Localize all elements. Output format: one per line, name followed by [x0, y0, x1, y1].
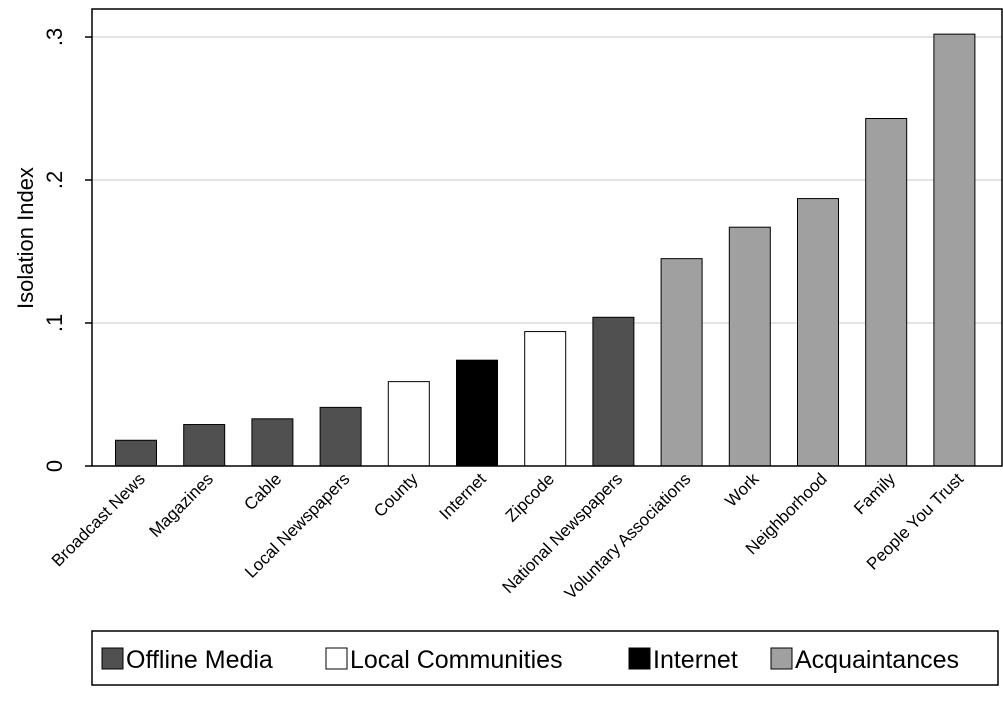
- plot-frame: [91, 8, 1003, 467]
- bar: [319, 406, 362, 467]
- y-tick-label: 0: [42, 460, 67, 472]
- x-tick-label: Magazines: [145, 469, 217, 541]
- x-tick-label: Broadcast News: [48, 469, 149, 570]
- bar: [183, 424, 226, 467]
- x-tick-label: Cable: [240, 469, 285, 514]
- y-axis-title: Isolation Index: [13, 167, 38, 309]
- bar: [115, 439, 157, 467]
- legend-label: Local Communities: [350, 646, 563, 674]
- x-tick-label: Internet: [436, 469, 490, 523]
- x-tick-label: Family: [850, 469, 899, 518]
- legend-swatch: [101, 647, 124, 670]
- bar: [660, 258, 703, 467]
- x-tick-label: National Newspapers: [499, 469, 627, 597]
- y-tick-label: .3: [42, 28, 67, 46]
- bar: [251, 418, 294, 467]
- legend-swatch: [770, 647, 793, 670]
- legend-swatch: [628, 647, 651, 670]
- legend-label: Acquaintances: [795, 646, 959, 674]
- legend-swatch: [325, 647, 348, 670]
- gridlines: [92, 36, 1002, 324]
- bar: [592, 316, 635, 467]
- x-tick-label: Work: [721, 469, 763, 511]
- bar: [728, 226, 771, 467]
- legend-label: Internet: [653, 646, 738, 674]
- bars: [115, 33, 976, 467]
- bar: [387, 381, 430, 467]
- x-tick-label: County: [370, 469, 422, 521]
- bar: [933, 33, 976, 467]
- y-tick-label: .2: [42, 171, 67, 189]
- bar: [456, 359, 498, 467]
- legend: Offline Media Local Communities Internet Ac…: [91, 630, 999, 686]
- bar: [524, 331, 567, 467]
- y-tick-label: .1: [42, 314, 67, 332]
- x-tick-label: Zipcode: [502, 469, 558, 525]
- x-tick-label: Voluntary Associations: [561, 469, 695, 603]
- bar: [797, 198, 839, 467]
- legend-frame: [91, 630, 999, 686]
- bar: [865, 118, 908, 467]
- legend-label: Offline Media: [126, 646, 273, 674]
- y-axis-ticks: 0 .1 .2 .3: [42, 28, 92, 472]
